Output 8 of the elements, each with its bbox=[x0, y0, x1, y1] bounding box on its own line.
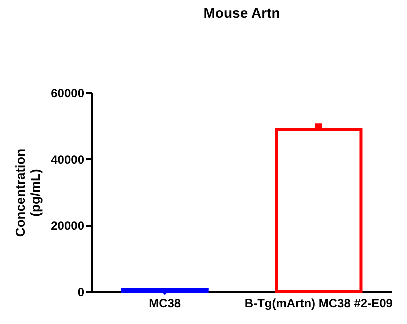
y-tick-label: 60000 bbox=[51, 86, 85, 100]
y-tick-label: 20000 bbox=[51, 219, 85, 234]
y-tick-label: 40000 bbox=[51, 152, 85, 167]
y-axis-title: Concentration (pg/mL) bbox=[13, 148, 44, 238]
y-tick-label: 0 bbox=[78, 286, 85, 300]
chart-title: Mouse Artn bbox=[204, 5, 280, 21]
x-tick-label: MC38 bbox=[149, 296, 182, 310]
x-tick-label: B-Tg(mArtn) MC38 #2-E09 bbox=[244, 296, 394, 310]
